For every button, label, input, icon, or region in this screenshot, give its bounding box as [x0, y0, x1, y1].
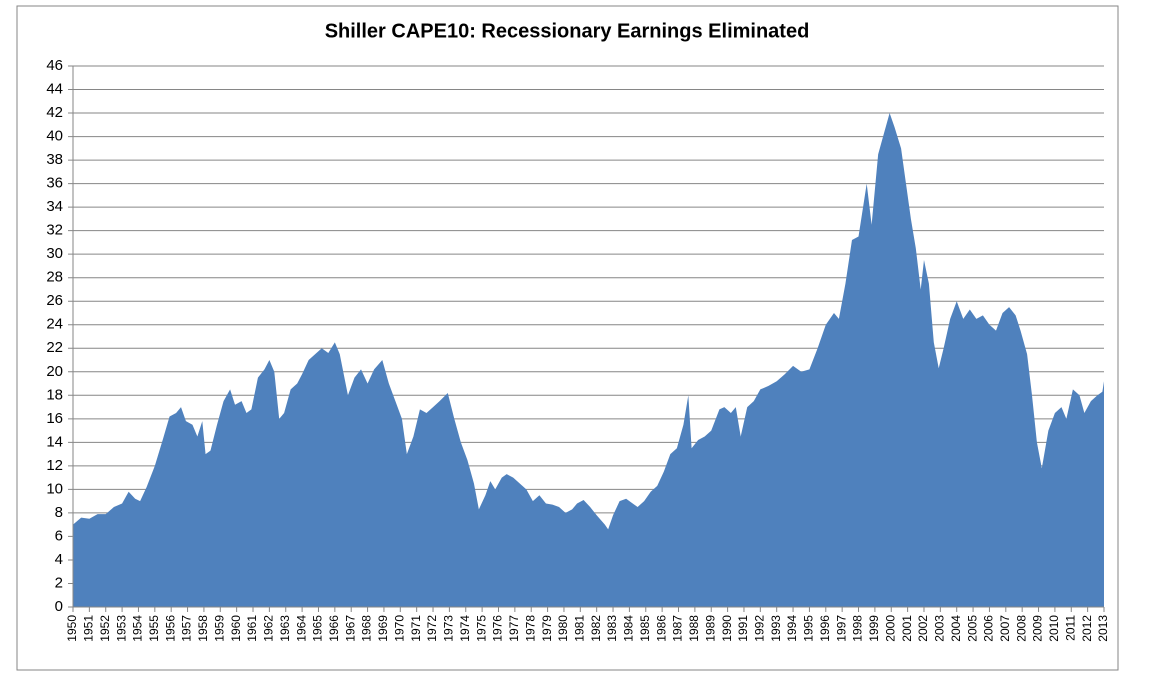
x-tick-label: 2010 [1047, 615, 1061, 642]
x-tick-label: 1981 [572, 615, 586, 642]
y-tick-label: 42 [46, 104, 63, 121]
x-tick-label: 1996 [818, 615, 832, 642]
x-tick-label: 1984 [622, 615, 636, 642]
x-tick-label: 2000 [883, 615, 897, 642]
x-tick-label: 1987 [671, 615, 685, 642]
chart-title: Shiller CAPE10: Recessionary Earnings El… [325, 20, 810, 42]
y-tick-label: 12 [46, 457, 63, 474]
x-tick-label: 1991 [736, 615, 750, 642]
y-tick-label: 34 [46, 198, 63, 215]
y-tick-label: 8 [55, 504, 63, 521]
x-tick-label: 1983 [605, 615, 619, 642]
y-tick-label: 32 [46, 222, 63, 239]
x-tick-label: 1962 [262, 615, 276, 642]
x-tick-label: 1976 [491, 615, 505, 642]
x-tick-label: 1955 [147, 615, 161, 642]
x-tick-label: 1959 [212, 615, 226, 642]
y-tick-label: 16 [46, 410, 63, 427]
x-tick-label: 1988 [687, 615, 701, 642]
y-tick-label: 26 [46, 292, 63, 309]
x-tick-label: 1967 [343, 615, 357, 642]
y-tick-label: 28 [46, 269, 63, 286]
x-tick-label: 1974 [458, 615, 472, 642]
x-tick-label: 2013 [1096, 615, 1110, 642]
x-tick-label: 1961 [245, 615, 259, 642]
x-tick-label: 1980 [556, 615, 570, 642]
x-tick-label: 1970 [392, 615, 406, 642]
x-tick-label: 1993 [769, 615, 783, 642]
x-tick-label: 1963 [278, 615, 292, 642]
x-tick-label: 2004 [949, 615, 963, 642]
x-tick-label: 1953 [114, 615, 128, 642]
x-tick-label: 2002 [916, 615, 930, 642]
x-tick-label: 1951 [82, 615, 96, 642]
x-tick-label: 2003 [933, 615, 947, 642]
y-tick-label: 38 [46, 151, 63, 168]
x-tick-label: 1966 [327, 615, 341, 642]
x-tick-label: 1957 [180, 615, 194, 642]
y-tick-label: 4 [55, 551, 63, 568]
x-tick-label: 1960 [229, 615, 243, 642]
x-tick-label: 1990 [720, 615, 734, 642]
x-tick-label: 1986 [654, 615, 668, 642]
x-tick-label: 1997 [834, 615, 848, 642]
x-tick-label: 2011 [1063, 615, 1077, 641]
y-tick-label: 40 [46, 128, 63, 145]
y-tick-label: 6 [55, 527, 63, 544]
y-tick-label: 2 [55, 574, 63, 591]
x-tick-label: 1989 [703, 615, 717, 642]
y-tick-label: 44 [46, 80, 63, 97]
x-tick-label: 1971 [409, 615, 423, 642]
x-tick-label: 1995 [802, 615, 816, 642]
x-tick-label: 1977 [507, 615, 521, 642]
y-tick-label: 10 [46, 480, 63, 497]
y-tick-label: 20 [46, 363, 63, 380]
y-tick-label: 24 [46, 316, 63, 333]
x-tick-label: 2008 [1014, 615, 1028, 642]
x-tick-label: 1994 [785, 615, 799, 642]
x-tick-label: 2005 [965, 615, 979, 642]
x-tick-label: 2001 [900, 615, 914, 642]
x-tick-label: 1978 [523, 615, 537, 642]
x-tick-label: 1969 [376, 615, 390, 642]
x-tick-label: 1998 [851, 615, 865, 642]
y-tick-label: 36 [46, 175, 63, 192]
y-tick-label: 22 [46, 339, 63, 356]
x-tick-label: 1958 [196, 615, 210, 642]
x-tick-label: 1954 [131, 615, 145, 642]
y-tick-label: 0 [55, 598, 63, 615]
x-tick-label: 1956 [163, 615, 177, 642]
x-tick-label: 2007 [998, 615, 1012, 642]
x-tick-label: 1973 [442, 615, 456, 642]
x-tick-label: 1979 [540, 615, 554, 642]
x-tick-label: 1975 [474, 615, 488, 642]
y-tick-label: 14 [46, 433, 63, 450]
x-tick-label: 1968 [360, 615, 374, 642]
area [73, 113, 1104, 607]
y-tick-label: 30 [46, 245, 63, 262]
y-tick-label: 18 [46, 386, 63, 403]
x-tick-label: 1950 [65, 615, 79, 642]
x-tick-label: 1964 [294, 615, 308, 642]
x-tick-label: 2012 [1080, 615, 1094, 642]
x-tick-label: 1985 [638, 615, 652, 642]
y-tick-label: 46 [46, 57, 63, 74]
x-tick-label: 1999 [867, 615, 881, 642]
x-tick-label: 1982 [589, 615, 603, 642]
x-tick-label: 2009 [1031, 615, 1045, 642]
x-tick-label: 1952 [98, 615, 112, 642]
x-tick-label: 1992 [753, 615, 767, 642]
x-tick-label: 1972 [425, 615, 439, 642]
x-tick-label: 2006 [982, 615, 996, 642]
x-tick-label: 1965 [311, 615, 325, 642]
